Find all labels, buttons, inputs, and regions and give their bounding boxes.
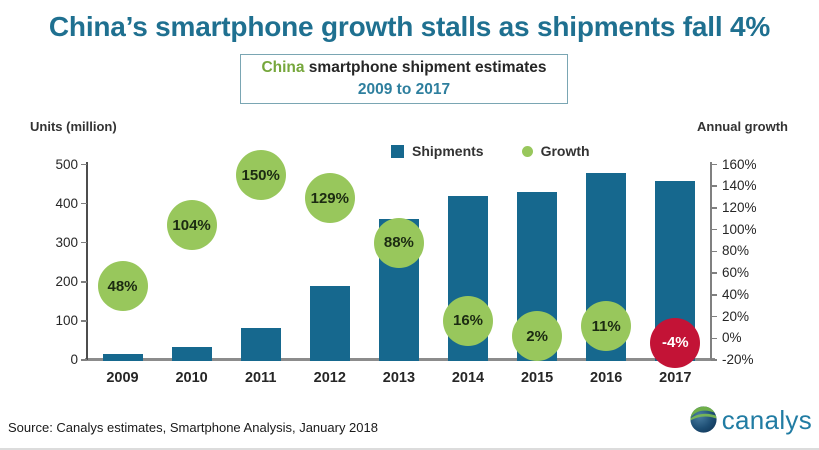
growth-bubble-2009: 48% xyxy=(97,261,148,312)
right-tick-mark-60% xyxy=(711,272,717,274)
right-tick-label-100%: 100% xyxy=(722,221,757,237)
right-tick-mark-100% xyxy=(711,228,717,231)
year-label-2015: 2015 xyxy=(520,370,554,386)
legend-item-shipments: Shipments xyxy=(391,143,484,159)
shipments-bar-2010 xyxy=(171,347,212,361)
subtitle-line1: China smartphone shipment estimates xyxy=(261,57,546,79)
right-tick-mark--20% xyxy=(711,359,717,361)
right-tick-label-80%: 80% xyxy=(722,243,750,259)
right-tick-mark-120% xyxy=(711,207,717,209)
legend-label-growth: Growth xyxy=(540,143,590,159)
right-tick-mark-40% xyxy=(711,294,717,296)
right-tick-mark-140% xyxy=(711,185,717,187)
growth-bubble-2014: 16% xyxy=(443,295,493,346)
shipments-bar-2011 xyxy=(240,327,281,361)
growth-swatch-icon xyxy=(521,145,533,157)
canalys-logo-text: canalys xyxy=(721,404,812,435)
year-label-2017: 2017 xyxy=(659,370,692,386)
right-tick-label-0%: 0% xyxy=(722,330,742,346)
right-tick-mark-80% xyxy=(711,250,717,253)
left-tick-mark-300 xyxy=(81,241,87,244)
source-note: Source: Canalys estimates, Smartphone An… xyxy=(8,420,378,435)
year-label-2009: 2009 xyxy=(106,370,139,386)
growth-bubble-2011: 150% xyxy=(235,150,286,201)
right-tick-label-60%: 60% xyxy=(722,265,750,281)
right-tick-mark-0% xyxy=(711,337,717,340)
right-tick-label-140%: 140% xyxy=(722,178,757,194)
left-tick-label-100: 100 xyxy=(55,312,78,328)
left-tick-label-500: 500 xyxy=(55,156,78,172)
right-axis-line xyxy=(710,161,712,360)
left-tick-label-0: 0 xyxy=(70,352,78,367)
right-axis-title: Annual growth xyxy=(697,119,788,134)
shipments-swatch-icon xyxy=(391,144,404,158)
legend-item-growth: Growth xyxy=(521,143,590,159)
subtitle-highlight: China xyxy=(261,58,305,76)
right-tick-mark-20% xyxy=(711,315,717,318)
right-tick-label-120%: 120% xyxy=(722,199,757,215)
subtitle-box: China smartphone shipment estimates 2009… xyxy=(240,54,568,104)
left-tick-mark-0 xyxy=(81,359,87,361)
left-tick-label-200: 200 xyxy=(55,273,78,289)
year-label-2013: 2013 xyxy=(382,370,416,386)
subtitle-period: 2009 to 2017 xyxy=(357,81,451,98)
left-axis-line xyxy=(86,161,88,360)
right-tick-mark-160% xyxy=(711,163,717,166)
left-tick-mark-400 xyxy=(81,202,87,205)
growth-bubble-2016: 11% xyxy=(581,301,632,352)
legend-label-shipments: Shipments xyxy=(412,143,484,159)
growth-bubble-2015: 2% xyxy=(512,311,563,362)
canalys-logo: canalys xyxy=(690,406,812,433)
canalys-globe-icon xyxy=(690,406,717,433)
growth-bubble-2017: -4% xyxy=(650,317,701,368)
right-tick-label-40%: 40% xyxy=(722,286,750,302)
right-tick-label-20%: 20% xyxy=(722,308,750,324)
growth-bubble-2012: 129% xyxy=(304,173,355,224)
legend: Shipments Growth xyxy=(391,143,590,159)
year-label-2011: 2011 xyxy=(244,370,277,386)
right-tick-label--20%: -20% xyxy=(722,352,754,367)
year-label-2016: 2016 xyxy=(590,370,623,386)
year-label-2010: 2010 xyxy=(175,370,208,386)
page-title: China’s smartphone growth stalls as ship… xyxy=(48,11,771,42)
left-tick-mark-200 xyxy=(81,281,87,283)
left-tick-mark-100 xyxy=(81,320,87,322)
shipments-bar-2012 xyxy=(309,285,350,361)
subtitle-rest: smartphone shipment estimates xyxy=(304,58,547,76)
growth-bubble-2010: 104% xyxy=(166,200,217,251)
left-axis-title: Units (million) xyxy=(30,119,117,134)
year-label-2014: 2014 xyxy=(451,370,485,386)
left-tick-mark-500 xyxy=(81,163,87,166)
growth-bubble-2013: 88% xyxy=(373,217,424,268)
left-tick-label-300: 300 xyxy=(55,234,78,250)
year-label-2012: 2012 xyxy=(313,370,346,386)
right-tick-label-160%: 160% xyxy=(722,156,757,172)
shipments-bar-2009 xyxy=(102,354,143,361)
left-tick-label-400: 400 xyxy=(55,195,78,211)
